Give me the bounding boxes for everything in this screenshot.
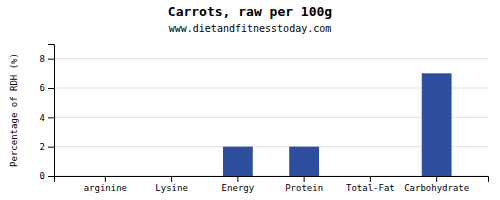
x-tick-label: Carbohydrate [404, 183, 469, 193]
chart-svg: Carrots, raw per 100g www.dietandfitnesst… [0, 0, 500, 200]
y-tick-mark [48, 88, 54, 89]
y-tick-label: 8 [40, 54, 45, 64]
x-tick-mark [370, 176, 371, 182]
x-tick: Carbohydrate [404, 176, 469, 193]
x-tick-label: Protein [285, 183, 323, 193]
x-tick-mark [436, 176, 437, 182]
grid [54, 59, 488, 176]
bar [422, 73, 452, 176]
y-tick: 6 [40, 83, 54, 93]
x-tick-label: Lysine [155, 183, 188, 193]
y-tick-mark [48, 147, 54, 148]
x-tick-mark [304, 176, 305, 182]
y-axis: 0 2 4 6 8 [40, 45, 55, 182]
x-tick-label: Total-Fat [346, 183, 395, 193]
x-tick: arginine [84, 176, 127, 193]
y-axis-line [48, 45, 55, 177]
x-tick: Energy [222, 176, 255, 193]
x-tick-mark [237, 176, 238, 182]
y-tick: 0 [40, 171, 54, 181]
x-tick-mark [105, 176, 106, 182]
grid-line [54, 58, 488, 59]
x-tick: Protein [285, 176, 323, 193]
x-axis-line [55, 177, 489, 183]
y-tick-label: 0 [40, 171, 45, 181]
bar [289, 147, 319, 176]
bar [223, 147, 253, 176]
y-tick-mark [48, 117, 54, 118]
y-tick-mark [48, 176, 54, 177]
y-tick-label: 6 [40, 83, 45, 93]
bars [223, 73, 452, 176]
bar [355, 176, 385, 177]
subtitle: www.dietandfitnesstoday.com [169, 23, 332, 34]
bar [157, 176, 187, 177]
x-tick-label: arginine [84, 183, 127, 193]
x-tick-mark [171, 176, 172, 182]
title: Carrots, raw per 100g [168, 4, 332, 19]
y-tick-label: 2 [40, 142, 45, 152]
chart-container: Carrots, raw per 100g www.dietandfitnesst… [0, 0, 500, 200]
x-tick-label: Energy [222, 183, 255, 193]
x-tick: Lysine [155, 176, 188, 193]
y-axis-title: Percentage of RDH (%) [9, 53, 19, 167]
bar [90, 176, 120, 177]
y-tick: 4 [40, 113, 54, 123]
y-tick: 2 [40, 142, 54, 152]
y-tick-label: 4 [40, 113, 45, 123]
x-axis: arginine Lysine Energy Protein Total-Fat Carb… [55, 176, 489, 193]
y-tick: 8 [40, 54, 54, 64]
y-tick-mark [48, 59, 54, 60]
x-tick: Total-Fat [346, 176, 395, 193]
